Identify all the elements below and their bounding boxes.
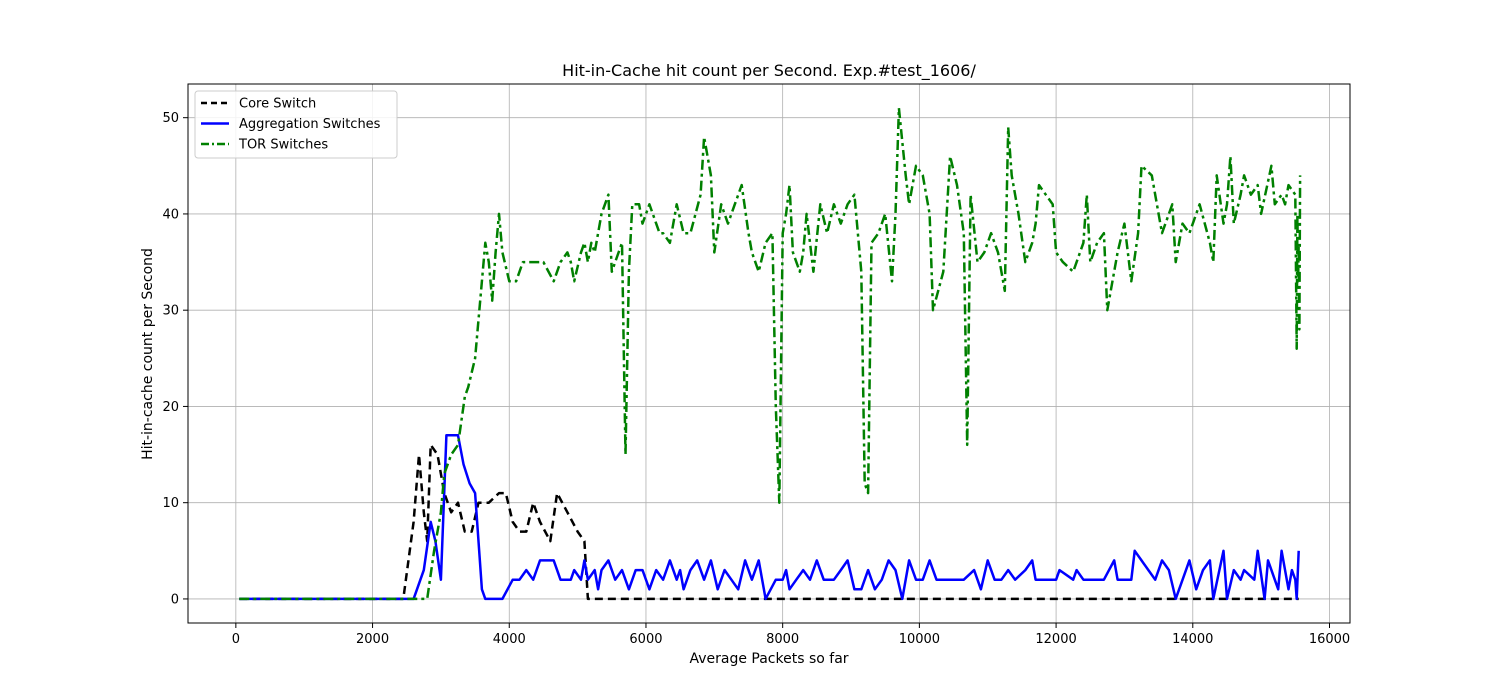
x-tick-label: 0 xyxy=(232,632,240,647)
legend-label: Aggregation Switches xyxy=(239,117,381,132)
y-tick-label: 20 xyxy=(162,400,179,415)
x-tick-label: 4000 xyxy=(493,632,526,647)
x-tick-label: 14000 xyxy=(1172,632,1213,647)
plot-frame xyxy=(187,83,1351,624)
series-line-2 xyxy=(239,434,1300,601)
x-tick-label: 12000 xyxy=(1035,632,1076,647)
series-line-1 xyxy=(239,443,1299,601)
y-tick-label: 30 xyxy=(162,304,179,319)
chart-title: Hit-in-Cache hit count per Second. Exp.#… xyxy=(562,61,976,81)
x-tick-label: 16000 xyxy=(1309,632,1350,647)
axis-ticks: 0 2000 4000 6000 8000 10000 12000 14000 16000 0 10… xyxy=(162,111,1350,647)
series-lines xyxy=(239,106,1302,601)
y-tick-label: 50 xyxy=(162,111,179,126)
legend-label: Core Switch xyxy=(239,97,316,112)
y-axis-label: Hit-in-cache count per Second xyxy=(140,248,156,460)
y-tick-label: 10 xyxy=(162,496,179,511)
legend: Core Switch Aggregation Switches TOR Switc… xyxy=(194,90,398,159)
y-tick-label: 0 xyxy=(171,592,179,607)
legend-box xyxy=(194,90,398,159)
y-tick-label: 40 xyxy=(162,207,179,222)
x-tick-label: 2000 xyxy=(356,632,389,647)
x-axis-label: Average Packets so far xyxy=(689,651,848,667)
x-tick-label: 10000 xyxy=(899,632,940,647)
legend-label: TOR Switches xyxy=(238,138,328,153)
x-tick-label: 8000 xyxy=(766,632,799,647)
x-tick-label: 6000 xyxy=(629,632,662,647)
